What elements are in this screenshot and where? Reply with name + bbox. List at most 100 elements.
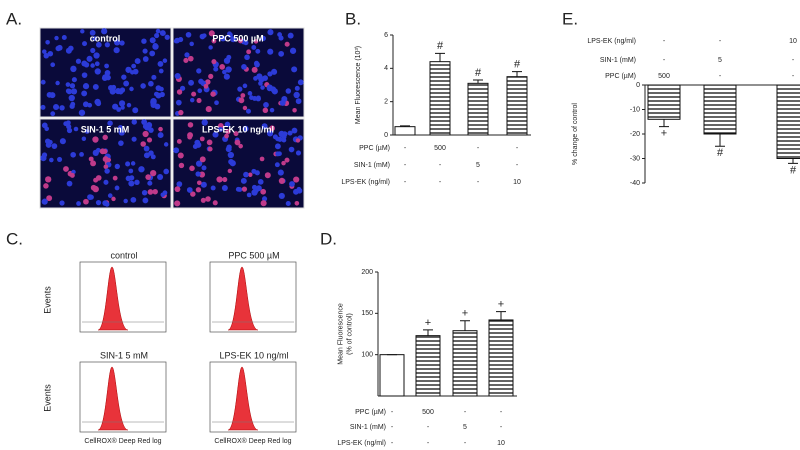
condition-cell: -	[477, 145, 480, 152]
cell	[159, 86, 164, 92]
cell	[289, 47, 297, 54]
cell	[208, 73, 214, 79]
cell	[212, 200, 218, 206]
cell	[111, 84, 117, 90]
cell	[66, 124, 72, 130]
cell	[199, 33, 206, 40]
cell	[278, 192, 285, 200]
cell	[281, 137, 287, 143]
cell	[45, 40, 50, 45]
cell	[240, 177, 247, 184]
cell	[158, 126, 163, 132]
bar	[506, 76, 528, 136]
cell	[247, 91, 253, 96]
cell	[271, 88, 278, 95]
cell	[43, 183, 49, 189]
cell	[50, 111, 56, 117]
panel-letter: A.	[6, 9, 22, 28]
cell	[54, 35, 59, 41]
error-bar	[460, 320, 470, 331]
cell	[281, 160, 286, 166]
image-label: control	[90, 33, 121, 43]
cell	[284, 41, 290, 47]
cell	[154, 103, 161, 110]
cell	[82, 41, 88, 47]
cell	[177, 152, 184, 159]
condition-label: PPC (µM)	[359, 145, 390, 152]
cell	[267, 29, 274, 36]
cell	[205, 196, 211, 202]
cell	[134, 58, 141, 65]
cell	[118, 100, 126, 107]
cell	[176, 89, 183, 95]
condition-cell: -	[391, 424, 394, 431]
cell	[294, 200, 300, 206]
cell	[253, 39, 259, 44]
annotation: +	[498, 299, 504, 311]
cell	[43, 53, 49, 59]
cell	[84, 129, 90, 134]
cell	[292, 107, 297, 113]
cell	[42, 49, 47, 54]
cell	[157, 173, 164, 180]
cell	[176, 138, 182, 144]
cell	[293, 91, 300, 99]
cell	[80, 29, 85, 34]
cell	[243, 171, 249, 178]
cell	[260, 35, 266, 41]
cell	[154, 32, 160, 39]
cell	[49, 92, 56, 99]
cell	[219, 64, 226, 70]
microscopy-grid: control PPC 500 µM SIN-1 5 mM LPS-EK 10 ng/…	[39, 27, 305, 209]
cell	[287, 32, 294, 39]
cell	[49, 157, 54, 163]
condition-cell: -	[464, 409, 467, 416]
condition-label: PPC (µM)	[605, 73, 636, 80]
cell	[106, 157, 112, 163]
cell	[113, 39, 121, 46]
cell	[196, 68, 202, 74]
cell	[51, 143, 58, 150]
cell	[92, 136, 99, 143]
cell	[41, 122, 48, 129]
condition-cell: 10	[513, 179, 521, 186]
condition-cell: 500	[422, 409, 434, 416]
cell	[101, 28, 108, 35]
cell	[150, 154, 156, 160]
cell	[183, 57, 189, 63]
cell	[221, 185, 228, 192]
cell	[201, 165, 207, 171]
cell	[187, 122, 194, 128]
hist-peak	[97, 366, 129, 431]
cell	[81, 136, 87, 141]
cell	[114, 185, 120, 191]
cell	[251, 189, 258, 196]
cell	[82, 101, 89, 108]
cell	[81, 72, 88, 78]
cell	[254, 170, 260, 176]
y-tick-label: 0	[636, 82, 640, 89]
cell	[163, 168, 170, 175]
cell	[104, 70, 111, 76]
cell	[150, 38, 156, 44]
cell	[95, 175, 102, 181]
cell	[234, 139, 241, 146]
cell	[59, 138, 66, 145]
annotation: +	[462, 308, 468, 320]
cell	[256, 73, 263, 80]
y-tick-label: 100	[361, 352, 373, 359]
cell	[141, 38, 147, 44]
cell	[216, 176, 223, 183]
cell	[257, 179, 264, 185]
cell	[178, 109, 184, 116]
condition-cell: -	[500, 424, 503, 431]
annotation: +	[425, 317, 431, 329]
cell	[59, 105, 65, 111]
cell	[196, 180, 202, 186]
cell	[230, 36, 237, 43]
cell	[112, 175, 118, 181]
y-tick-label: 150	[361, 310, 373, 317]
cell	[295, 138, 301, 143]
